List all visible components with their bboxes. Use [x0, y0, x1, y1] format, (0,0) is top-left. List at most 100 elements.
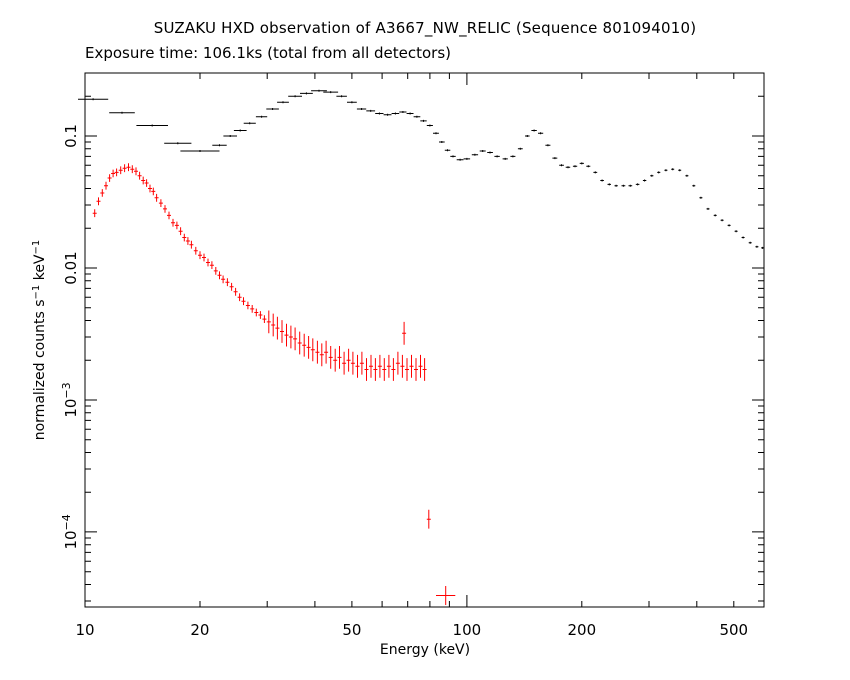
data-point [386, 354, 391, 378]
x-tick-label: 100 [453, 621, 482, 639]
data-point [266, 310, 271, 334]
data-point [258, 311, 263, 319]
data-point [463, 157, 471, 160]
x-axis-label: Energy (keV) [380, 642, 470, 658]
data-point [400, 354, 405, 378]
data-point [565, 166, 571, 169]
data-point [111, 169, 116, 178]
data-point [229, 282, 234, 291]
data-point [182, 233, 187, 242]
data-point [685, 174, 689, 177]
plot-frame [84, 72, 765, 608]
y-axis-label-sup2: −1 [31, 240, 42, 255]
data-point [409, 354, 414, 378]
data-point [510, 155, 516, 158]
data-point [444, 149, 451, 152]
y-tick-base: 10 [62, 530, 80, 549]
data-point [678, 169, 682, 172]
data-point [559, 164, 564, 167]
data-point [209, 261, 214, 269]
y-tick-label: 10−3 [60, 382, 81, 417]
data-point [699, 196, 703, 199]
tick-marks [84, 73, 765, 607]
data-point [180, 150, 220, 152]
y-axis-label: normalized counts s−1 keV−1 [31, 240, 49, 441]
data-point [479, 150, 486, 152]
data-point [280, 320, 284, 343]
data-point [439, 141, 445, 143]
data-point [420, 119, 427, 122]
data-point [148, 184, 152, 193]
data-point [406, 112, 414, 115]
data-point [336, 95, 347, 98]
data-point [621, 184, 626, 187]
data-point [213, 267, 218, 275]
data-point [727, 224, 731, 227]
data-point [189, 240, 194, 249]
data-point [422, 358, 427, 381]
data-point [525, 135, 530, 137]
data-point [426, 124, 433, 127]
series-black [78, 89, 765, 249]
data-point [337, 346, 342, 369]
data-point [414, 358, 418, 381]
data-point [382, 358, 387, 381]
data-point [114, 168, 119, 177]
data-point [198, 251, 202, 260]
data-point [538, 132, 544, 135]
data-point [755, 245, 759, 248]
data-point [373, 358, 378, 381]
data-point [288, 325, 293, 349]
data-point [319, 343, 324, 367]
data-point [391, 112, 400, 115]
data-point [243, 122, 256, 125]
data-point [167, 211, 171, 220]
data-point [306, 336, 311, 359]
data-point [107, 174, 112, 182]
data-point [650, 174, 654, 177]
data-point [600, 179, 604, 182]
data-point [193, 246, 198, 255]
data-point [137, 171, 142, 180]
data-point [741, 236, 745, 239]
data-point [311, 89, 327, 92]
data-point [713, 214, 717, 217]
data-point [164, 142, 192, 145]
y-tick-base: 0.1 [62, 124, 80, 148]
x-tick-label: 20 [190, 621, 209, 639]
y-tick-base: 10 [62, 399, 80, 418]
data-point [413, 115, 421, 118]
data-point [212, 144, 227, 147]
data-point [118, 166, 123, 175]
data-point [706, 207, 710, 210]
data-point [225, 278, 230, 287]
data-point [92, 209, 97, 218]
data-point [221, 275, 226, 284]
data-point [761, 246, 765, 249]
data-point [293, 327, 298, 351]
data-point [614, 184, 618, 187]
data-point [383, 113, 392, 116]
data-point [350, 351, 355, 375]
data-point [163, 205, 167, 213]
x-tick-label: 50 [342, 621, 361, 639]
data-point [288, 95, 302, 98]
data-point [254, 308, 259, 317]
data-point [158, 199, 163, 207]
data-point [487, 151, 493, 154]
data-point [426, 509, 431, 529]
y-tick-label: 0.1 [62, 124, 80, 148]
data-point [78, 98, 109, 101]
data-point [664, 169, 668, 172]
data-point [141, 176, 146, 185]
data-point [552, 157, 558, 160]
data-point [302, 333, 307, 357]
data-point [250, 305, 255, 313]
data-point [642, 179, 647, 182]
data-point [217, 271, 222, 280]
data-point [657, 171, 661, 174]
data-point [245, 301, 250, 310]
data-point [347, 101, 357, 104]
data-point [297, 331, 302, 355]
